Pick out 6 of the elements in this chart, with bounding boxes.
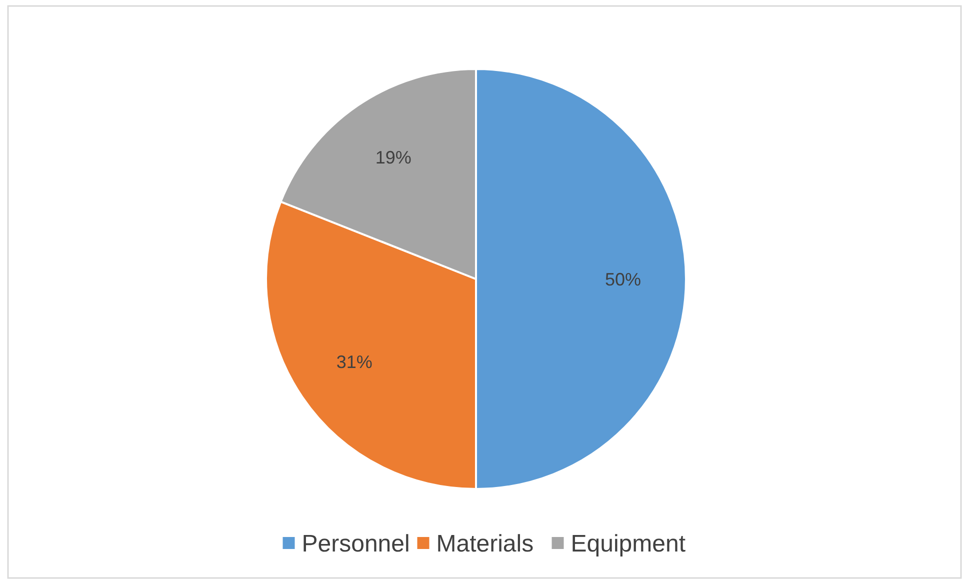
legend-label: Personnel: [302, 530, 410, 558]
legend-label: Equipment: [570, 530, 686, 558]
data-label: 19%: [375, 148, 412, 168]
data-label: 50%: [604, 269, 642, 290]
data-label: 31%: [336, 352, 372, 372]
legend-label: Materials: [436, 530, 534, 558]
